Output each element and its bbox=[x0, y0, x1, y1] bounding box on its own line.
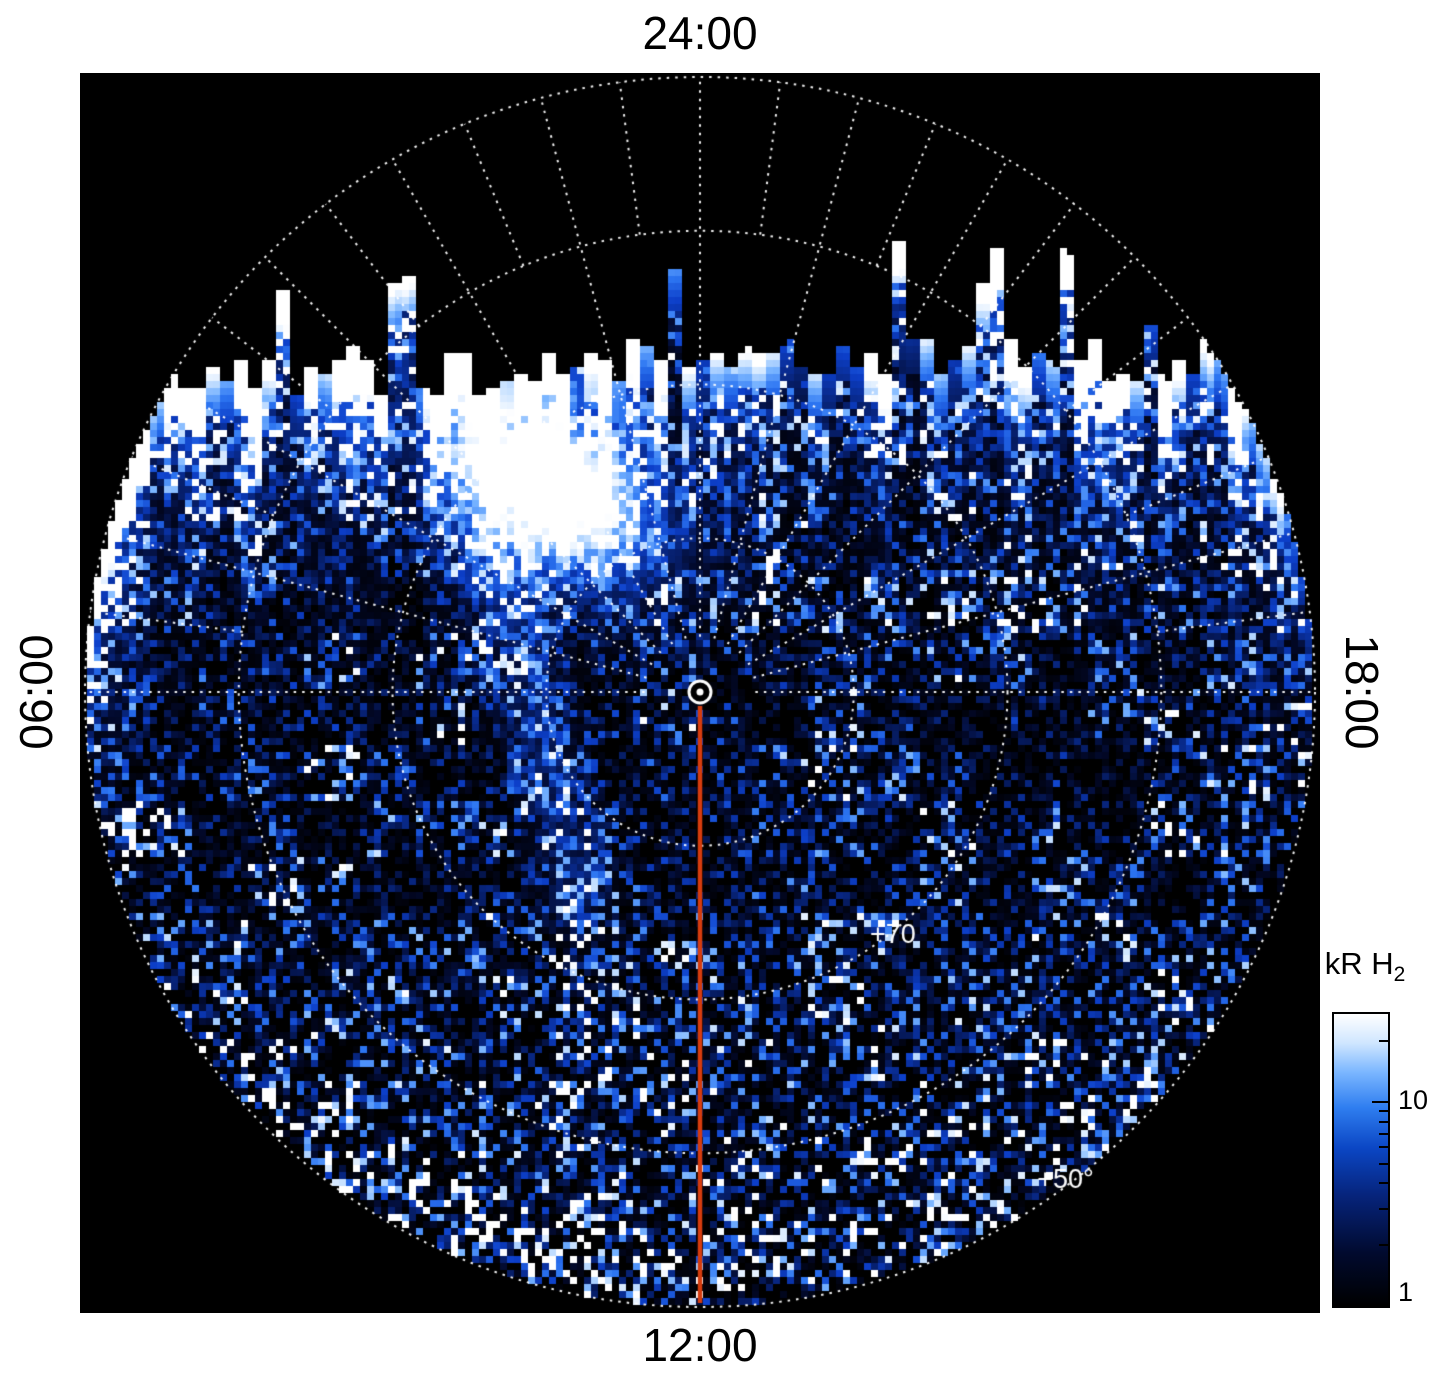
colorbar-minor-tick bbox=[1379, 1040, 1388, 1042]
colorbar-major-tick bbox=[1372, 1101, 1388, 1103]
colorbar-minor-tick bbox=[1379, 1133, 1388, 1135]
colorbar-title-subscript: 2 bbox=[1393, 963, 1406, 987]
colorbar-major-tick bbox=[1372, 1304, 1388, 1306]
colorbar bbox=[1332, 1012, 1390, 1308]
colorbar-tick-label: 1 bbox=[1398, 1277, 1414, 1307]
axis-label-noon: 12:00 bbox=[642, 1319, 758, 1371]
colorbar-minor-tick bbox=[1379, 1244, 1388, 1246]
colorbar-title: kR H2 bbox=[1290, 946, 1440, 987]
colorbar-minor-tick bbox=[1379, 1121, 1388, 1123]
colorbar-title-text: kR H bbox=[1324, 946, 1394, 981]
colorbar-minor-tick bbox=[1379, 1182, 1388, 1184]
colorbar-minor-tick bbox=[1379, 1146, 1388, 1148]
colorbar-minor-tick bbox=[1379, 1110, 1388, 1112]
polar-heatmap-canvas bbox=[80, 73, 1320, 1313]
colorbar-tick-label: 10 bbox=[1398, 1085, 1429, 1115]
axis-label-dawn: 06:00 bbox=[10, 634, 62, 750]
colorbar-minor-tick bbox=[1379, 1208, 1388, 1210]
colorbar-tick-labels: 10 1 bbox=[1398, 1012, 1447, 1308]
axis-label-dusk: 18:00 bbox=[1336, 634, 1388, 750]
polar-plot-area bbox=[80, 73, 1320, 1313]
axis-label-midnight: 24:00 bbox=[642, 7, 758, 59]
colorbar-minor-tick bbox=[1379, 1163, 1388, 1165]
